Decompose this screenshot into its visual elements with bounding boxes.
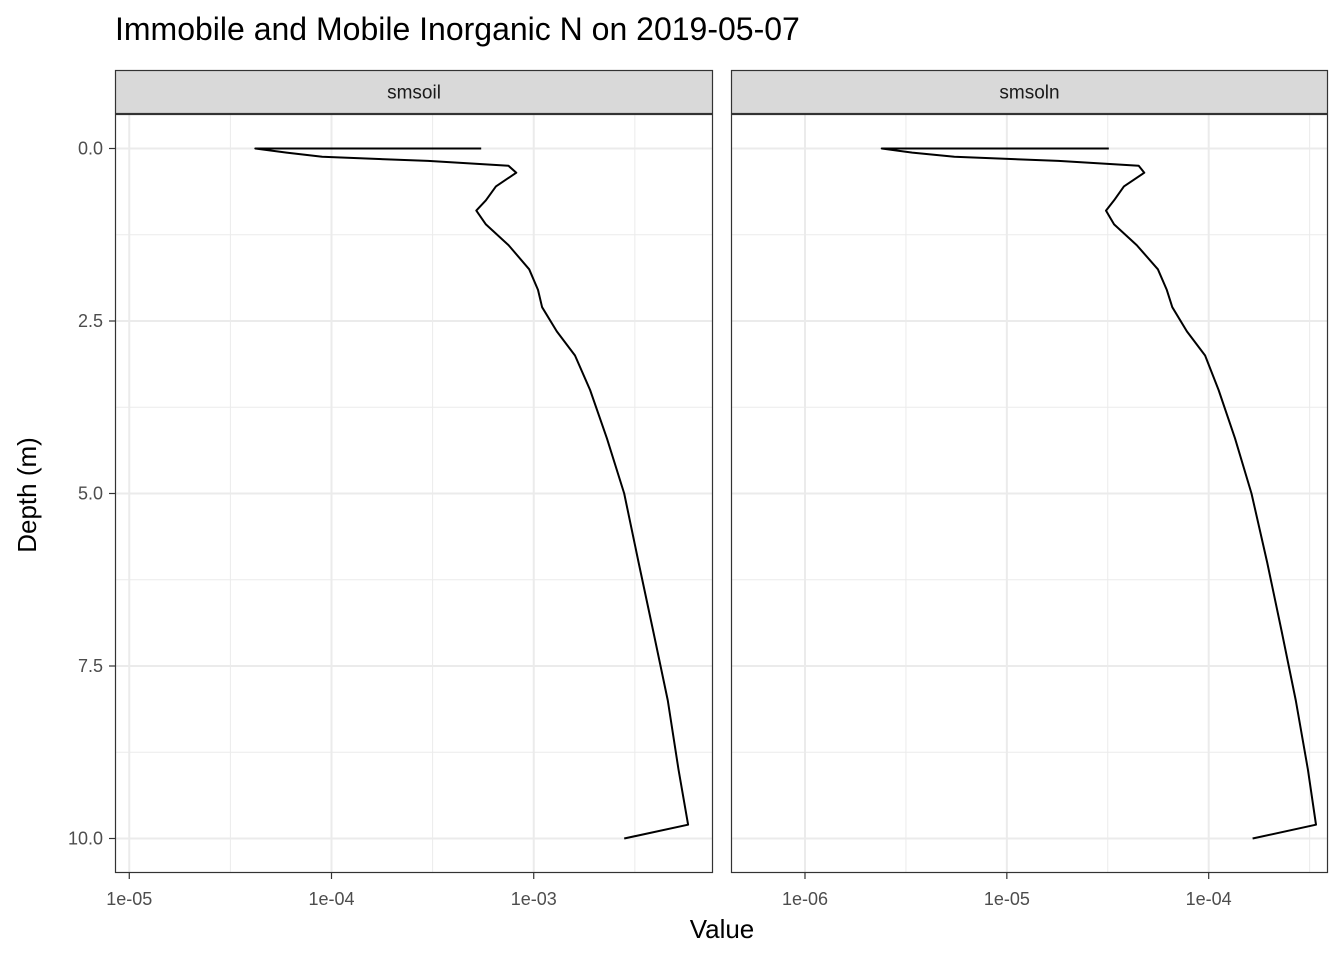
series-line-smsoln (880, 147, 1317, 840)
y-axis-title: Depth (m) (12, 437, 42, 553)
facet-strip (114, 69, 714, 115)
x-tick-label: 1e-03 (511, 889, 557, 909)
panel-border (730, 113, 1329, 874)
chart-title: Immobile and Mobile Inorganic N on 2019-… (115, 11, 800, 47)
facet-strip-label: smsoil (387, 83, 441, 104)
series-line-smsoil (254, 147, 690, 840)
facet-strip-label: smsoln (999, 83, 1059, 104)
y-tick-label: 2.5 (78, 311, 103, 331)
x-axis-title: Value (690, 914, 755, 944)
y-tick-label: 0.0 (78, 139, 103, 159)
panel-smsoln: smsoln 1e-06 1e-05 1e-04 (730, 69, 1329, 909)
panel-border (114, 113, 714, 874)
x-tick-label: 1e-06 (782, 889, 828, 909)
panel-smsoil: smsoil 1e-05 1e-04 1e-03 0.0 2.5 5.0 7.5 10.0 (68, 69, 714, 909)
y-tick-label: 10.0 (68, 829, 103, 849)
x-tick-label: 1e-05 (106, 889, 152, 909)
facet-strip (730, 69, 1329, 115)
y-tick-label: 7.5 (78, 656, 103, 676)
y-tick-label: 5.0 (78, 484, 103, 504)
x-tick-label: 1e-04 (308, 889, 354, 909)
x-tick-label: 1e-05 (984, 889, 1030, 909)
x-tick-label: 1e-04 (1186, 889, 1232, 909)
